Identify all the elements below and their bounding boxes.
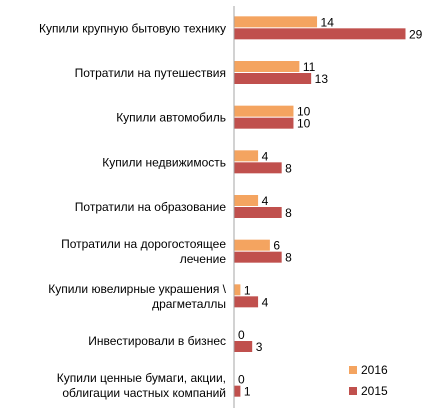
- value-label-2016: 14: [321, 15, 335, 29]
- value-label-2015: 8: [285, 206, 292, 220]
- legend-swatch-2016: [349, 366, 357, 374]
- value-label-2016: 4: [262, 194, 269, 208]
- legend: 2016 2015: [349, 363, 388, 398]
- value-label-2015: 3: [256, 340, 263, 354]
- value-label-2016: 6: [273, 239, 280, 253]
- bar-2016: [234, 239, 270, 251]
- bar-2015: [234, 73, 312, 84]
- bar-2016: [234, 150, 259, 162]
- bar-2016: [234, 61, 300, 72]
- value-label-2016: 11: [303, 60, 316, 74]
- value-label-2015: 8: [285, 161, 292, 175]
- bar-2015: [234, 296, 259, 308]
- legend-label-2016: 2016: [361, 363, 388, 377]
- category-label: Купили автомобиль: [116, 111, 226, 125]
- value-label-2016: 1: [244, 283, 251, 297]
- value-label-2016: 4: [262, 149, 269, 163]
- bar-2016: [234, 105, 294, 117]
- category-label: Потратили на путешествия: [75, 66, 226, 80]
- category-label: Купили ювелирные украшения \ драгметаллы: [48, 282, 226, 311]
- value-label-2016: 0: [238, 328, 245, 342]
- value-label-2015: 13: [315, 72, 329, 86]
- category-label: Купили недвижимость: [102, 155, 226, 169]
- value-label-2016: 0: [238, 373, 245, 387]
- value-label-2015: 4: [262, 295, 269, 309]
- value-label-2015: 8: [285, 251, 292, 265]
- bar-2015: [234, 385, 241, 397]
- bar-2015: [234, 28, 406, 40]
- bar-2015: [234, 117, 294, 129]
- value-label-2015: 1: [244, 385, 251, 399]
- category-label: Потратили на образование: [75, 200, 227, 214]
- category-label: Купили крупную бытовую технику: [39, 21, 226, 35]
- bar-2015: [234, 207, 282, 218]
- value-label-2016: 10: [297, 105, 311, 119]
- bar-2015: [234, 251, 282, 263]
- legend-label-2015: 2015: [361, 384, 388, 398]
- bar-2016: [234, 284, 241, 296]
- category-labels: Купили крупную бытовую технику Потратили …: [39, 21, 227, 400]
- bar-2016: [234, 16, 318, 28]
- category-label: Купили ценные бумаги, акции, облигации ча…: [57, 371, 226, 400]
- value-label-2015: 29: [409, 27, 423, 41]
- category-label: Инвестировали в бизнес: [88, 334, 226, 348]
- bar-2016: [234, 195, 259, 206]
- bars: [234, 16, 406, 397]
- legend-swatch-2015: [349, 387, 357, 395]
- value-label-2015: 10: [297, 117, 311, 131]
- category-label: Потратили на дорогостоящее лечение: [61, 237, 226, 266]
- bar-2015: [234, 341, 253, 352]
- bar-2015: [234, 162, 282, 174]
